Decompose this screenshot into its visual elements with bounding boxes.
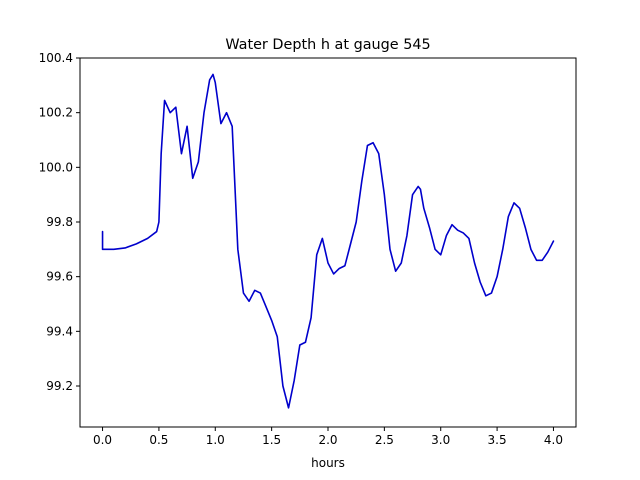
x-axis-label: hours: [311, 456, 345, 470]
series-line-0: [101, 73, 555, 409]
y-tick-label: 99.4: [46, 324, 73, 338]
y-tick-label: 100.0: [39, 160, 73, 174]
x-tick-label: 3.0: [431, 433, 450, 447]
y-tick-label: 99.8: [46, 215, 73, 229]
x-tick-label: 2.0: [318, 433, 337, 447]
x-axis: 0.0 0.5 1.0 1.5 2.0 2.5 3.0 3.5 4.0: [93, 427, 563, 447]
x-tick-label: 2.5: [375, 433, 394, 447]
x-tick-label: 4.0: [544, 433, 563, 447]
x-tick-label: 0.0: [93, 433, 112, 447]
y-axis: 99.2 99.4 99.6 99.8 100.0 100.2 100.4: [39, 51, 80, 393]
x-tick-label: 1.0: [206, 433, 225, 447]
x-tick-label: 3.5: [488, 433, 507, 447]
x-tick-label: 0.5: [149, 433, 168, 447]
x-tick-label: 1.5: [262, 433, 281, 447]
chart-title: Water Depth h at gauge 545: [225, 37, 430, 53]
plot-area: [79, 57, 577, 428]
plot-frame: [79, 57, 577, 428]
y-tick-label: 100.4: [39, 51, 73, 65]
y-tick-label: 99.2: [46, 379, 73, 393]
y-tick-label: 100.2: [39, 106, 73, 120]
y-tick-label: 99.6: [46, 270, 73, 284]
